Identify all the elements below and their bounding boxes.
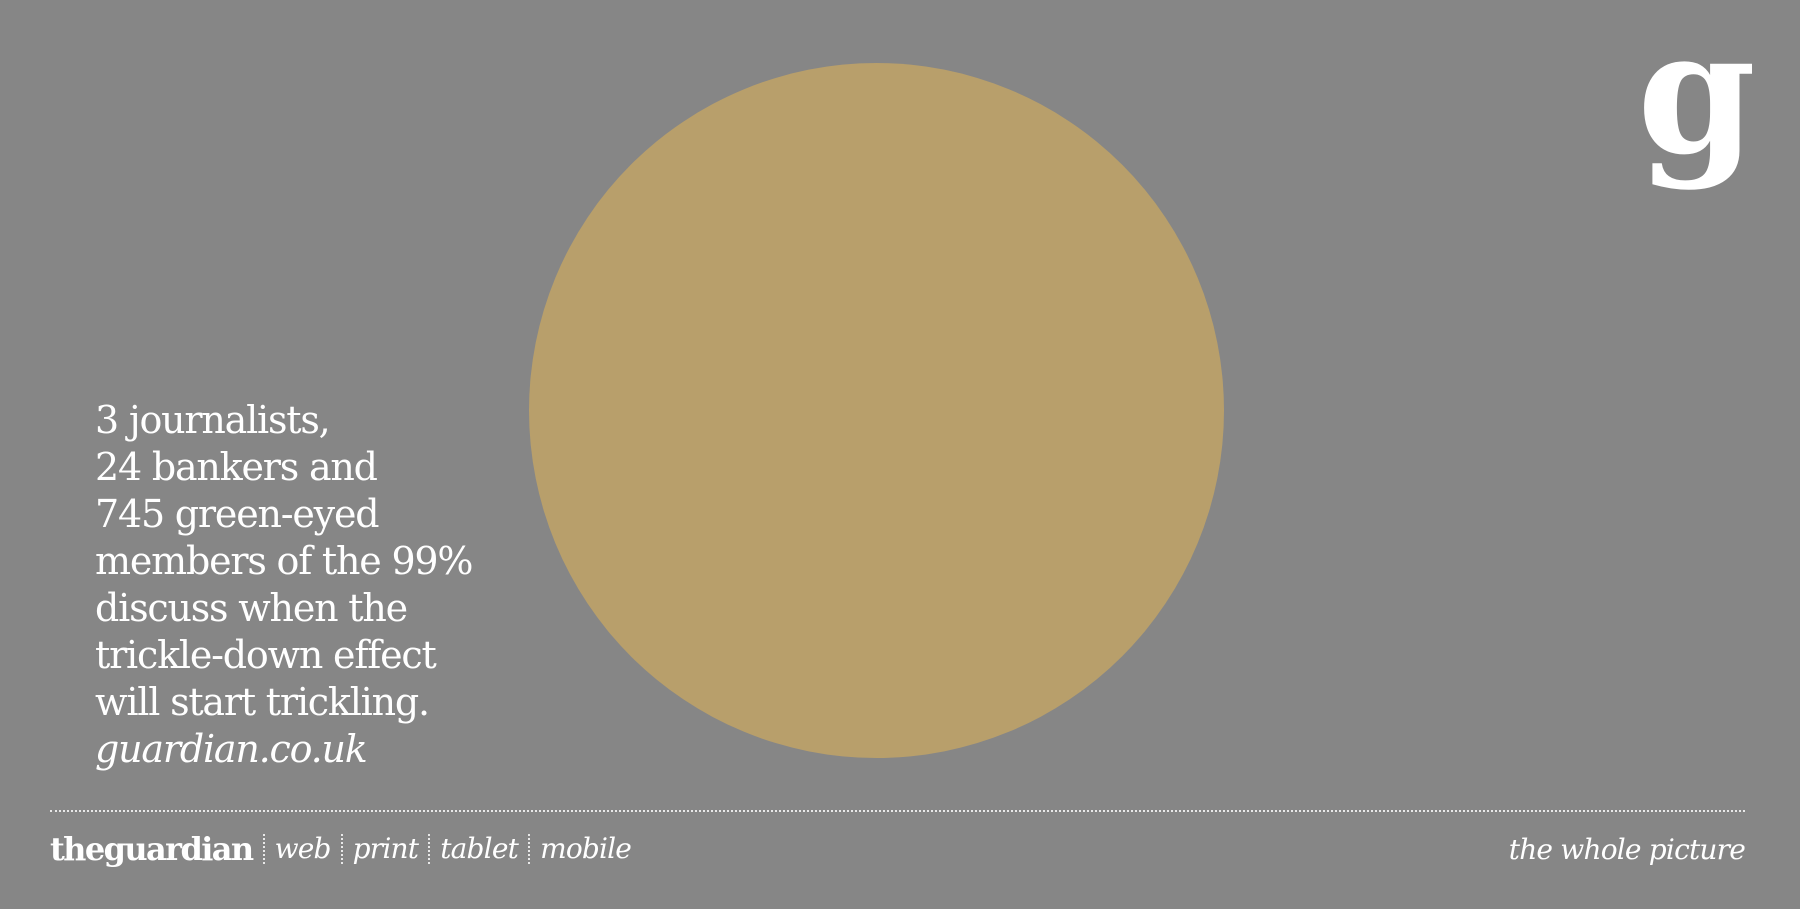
guardian-wordmark: theguardian xyxy=(50,830,254,868)
footer-bar: theguardian web print tablet mobile the … xyxy=(50,826,1746,872)
headline-line: 745 green-eyed xyxy=(95,492,380,536)
headline-copy: 3 journalists, 24 bankers and 745 green-… xyxy=(95,397,535,773)
headline-line: discuss when the xyxy=(95,586,408,630)
headline-line: 3 journalists, xyxy=(95,398,331,442)
platform-web: web xyxy=(262,834,341,864)
website-url: guardian.co.uk xyxy=(95,727,368,771)
headline-line: will start trickling. xyxy=(95,680,430,724)
headline-line: members of the 99% xyxy=(95,539,474,583)
platform-mobile: mobile xyxy=(528,834,641,864)
headline-line: 24 bankers and xyxy=(95,445,378,489)
footer-brand-group: theguardian web print tablet mobile xyxy=(50,830,641,868)
dotted-divider xyxy=(50,810,1745,812)
headline-line: trickle-down effect xyxy=(95,633,437,677)
platform-tablet: tablet xyxy=(428,834,528,864)
guardian-g-logo-icon: g xyxy=(1637,0,1756,193)
gold-circle xyxy=(529,63,1224,758)
platform-print: print xyxy=(340,834,429,864)
tagline: the whole picture xyxy=(1508,832,1746,866)
